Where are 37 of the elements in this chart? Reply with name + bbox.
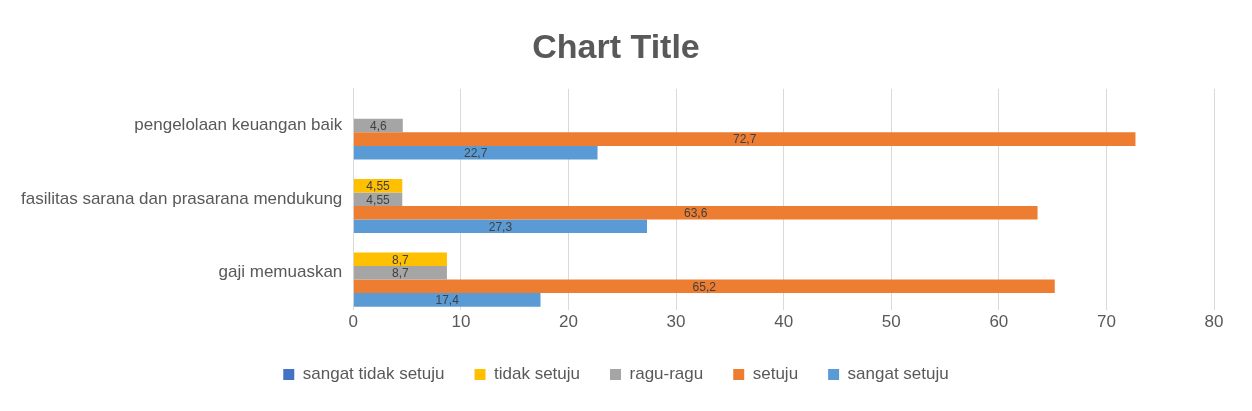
x-tick-label: 40 — [774, 312, 794, 332]
x-tick-label: 80 — [1204, 312, 1224, 332]
y-tick-label: pengelolaan keuangan baik — [134, 115, 343, 135]
x-tick-label: 0 — [348, 312, 359, 332]
data-label: 4,55 — [366, 178, 391, 193]
bar — [353, 205, 1038, 220]
legend-label: tidak setuju — [494, 364, 581, 384]
bar — [353, 252, 447, 267]
x-tick-label: 70 — [1096, 312, 1116, 332]
legend-label: sangat tidak setuju — [302, 364, 445, 384]
data-label: 27,3 — [488, 219, 513, 234]
data-label: 4,6 — [369, 118, 387, 133]
x-tick-label: 20 — [559, 312, 578, 332]
bar — [353, 266, 447, 280]
data-label: 17,4 — [435, 293, 460, 308]
data-label: 22,7 — [463, 146, 488, 160]
y-tick-label: gaji memuaskan — [218, 262, 343, 282]
bar — [353, 132, 1136, 146]
bar — [353, 219, 648, 234]
legend-label: sangat setuju — [847, 364, 949, 384]
x-tick-label: 30 — [666, 312, 686, 332]
data-label: 72,7 — [732, 132, 757, 147]
data-label: 65,2 — [692, 279, 717, 294]
data-label: 8,7 — [392, 252, 410, 267]
data-label: 4,55 — [366, 192, 391, 207]
legend-label: ragu-ragu — [629, 364, 704, 384]
x-tick-label: 10 — [451, 312, 471, 332]
data-label: 63,6 — [684, 206, 708, 221]
bar — [353, 293, 541, 307]
x-tick-label: 60 — [989, 312, 1009, 332]
y-tick-label: fasilitas sarana dan prasarana mendukung — [20, 188, 343, 208]
chart-title: Chart Title — [532, 26, 700, 65]
legend-label: setuju — [752, 364, 799, 384]
x-tick-label: 50 — [881, 312, 901, 332]
bar — [353, 279, 1055, 294]
bar — [353, 145, 598, 160]
data-label: 8,7 — [392, 266, 410, 281]
